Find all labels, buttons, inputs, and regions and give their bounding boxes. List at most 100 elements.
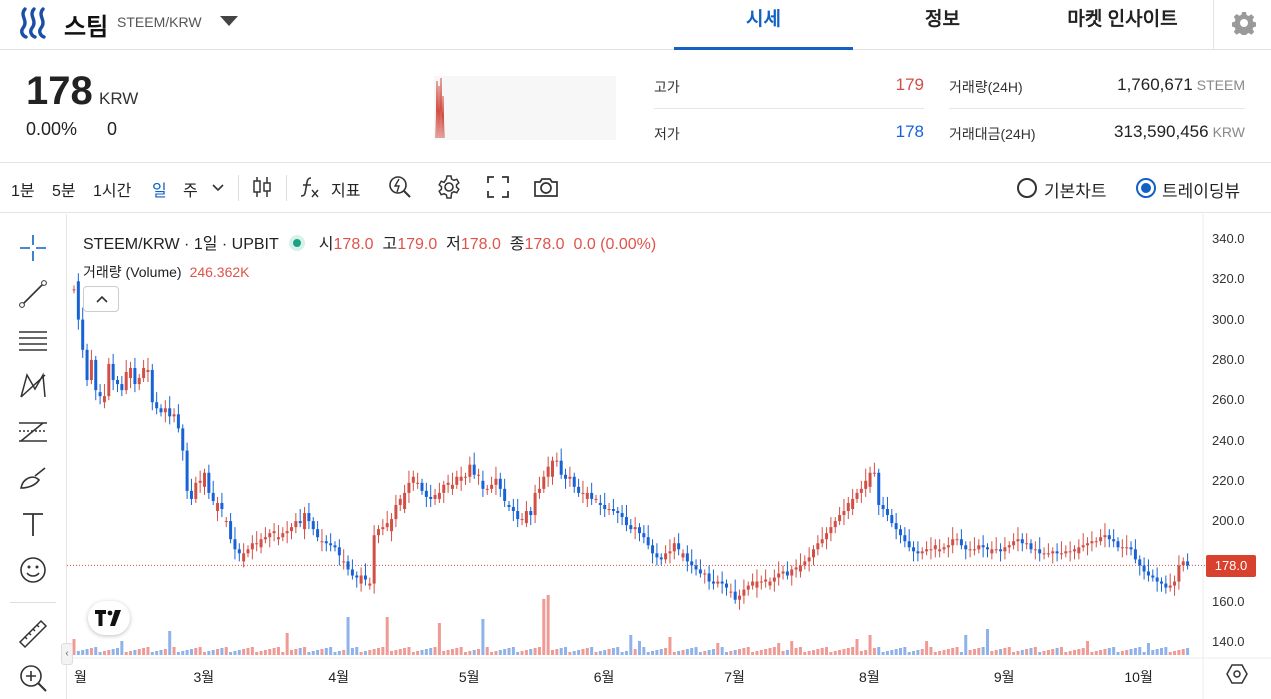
indicator-fx-icon[interactable] (297, 174, 323, 200)
interval-week[interactable]: 주 (183, 183, 198, 200)
auto-scale-settings-icon[interactable] (1226, 663, 1248, 685)
candle-body (577, 486, 581, 493)
candle-body (772, 577, 776, 582)
legend-collapse-button[interactable] (83, 286, 119, 312)
price-tick-label: 220.0 (1212, 472, 1245, 488)
candle-body (629, 525, 633, 530)
indicator-label[interactable]: 지표 (331, 183, 361, 200)
candle-body (1186, 561, 1190, 566)
trading-chart[interactable]: STEEM/KRW · 1일 · UPBIT 시178.0 고179.0 저178… (61, 214, 1271, 699)
change-percent: 0.00% (26, 119, 78, 139)
volume-bar (733, 650, 737, 655)
volume-bar (1068, 651, 1072, 655)
volume-legend-value: 246.362K (189, 264, 250, 280)
volume-bar (929, 647, 933, 655)
candle-body (716, 581, 720, 584)
basic-chart-radio[interactable] (1017, 178, 1037, 198)
price-tick-label: 160.0 (1212, 593, 1245, 609)
candle-body (598, 502, 602, 505)
pair-label[interactable]: STEEM/KRW (117, 14, 202, 30)
ruler-icon[interactable] (17, 618, 49, 650)
candle-body (1173, 581, 1177, 586)
candle-body (742, 589, 746, 596)
volume-bar (150, 652, 154, 655)
volume-bar (220, 648, 224, 655)
volume-bar (838, 650, 842, 655)
volume-bar (537, 647, 541, 655)
volume-bar (498, 650, 502, 655)
interval-5m[interactable]: 5분 (52, 183, 76, 200)
volume-bar (307, 652, 311, 655)
tradingview-logo[interactable] (88, 601, 130, 635)
interval-1h[interactable]: 1시간 (93, 183, 132, 200)
price-tick-label: 340.0 (1212, 231, 1245, 246)
volume-bar (1112, 647, 1116, 655)
candle-body (381, 527, 385, 530)
candle-body (1042, 553, 1046, 555)
volume-bar (685, 649, 689, 655)
tradingview-radio[interactable] (1136, 178, 1156, 198)
candle-type-icon[interactable] (249, 174, 275, 200)
volume-bar (894, 649, 898, 655)
interval-1m[interactable]: 1분 (11, 183, 35, 200)
volume-bar (725, 652, 728, 655)
alert-search-icon[interactable] (387, 174, 413, 200)
candle-body (1051, 551, 1055, 554)
volume-bar (1094, 651, 1098, 655)
candle-body (646, 537, 650, 546)
crosshair-icon[interactable] (17, 232, 49, 264)
candle-body (890, 515, 894, 524)
candle-body (424, 490, 428, 497)
pattern-tool-icon[interactable] (17, 369, 49, 401)
volume-bar (859, 651, 863, 655)
candle-body (316, 529, 320, 538)
candle-body (429, 496, 433, 499)
chart-settings-gear-icon[interactable] (436, 174, 462, 200)
interval-day[interactable]: 일 (152, 183, 167, 200)
volume-bar (294, 649, 298, 655)
interval-more-chevron-icon[interactable] (211, 180, 225, 194)
tab-info[interactable]: 정보 (925, 9, 960, 30)
candle-body (342, 561, 346, 563)
volume-bar (999, 649, 1003, 655)
volume-bar (899, 648, 902, 655)
candle-body (450, 484, 454, 489)
volume-bar (1168, 652, 1172, 655)
candle-body (968, 549, 972, 551)
settings-button[interactable] (1213, 0, 1271, 50)
pair-dropdown-caret-icon[interactable] (220, 16, 238, 26)
candle-body (394, 504, 398, 520)
tradingview-label[interactable]: 트레이딩뷰 (1162, 182, 1241, 201)
horizontal-lines-icon[interactable] (17, 324, 49, 356)
scroll-left-handle[interactable]: ‹ (61, 643, 73, 665)
candle-body (920, 551, 924, 554)
tab-market-price[interactable]: 시세 (674, 0, 853, 50)
screenshot-camera-icon[interactable] (532, 174, 560, 200)
volume-bar (772, 647, 776, 655)
candle-body (607, 509, 611, 511)
candle-body (211, 492, 215, 501)
emoji-icon[interactable] (17, 554, 49, 586)
candle-body (237, 549, 241, 554)
candle-body (999, 549, 1003, 552)
volume-bar (716, 643, 720, 655)
candle-body (620, 513, 624, 518)
tab-market-insight[interactable]: 마켓 인사이트 (1067, 9, 1178, 30)
fullscreen-icon[interactable] (485, 174, 511, 200)
volume-bar (690, 648, 694, 655)
candle-body (594, 498, 598, 500)
time-tick-label: 9월 (993, 669, 1015, 685)
volume-bar (377, 648, 380, 655)
basic-chart-label[interactable]: 기본차트 (1044, 182, 1107, 201)
brush-icon[interactable] (17, 462, 49, 494)
candle-body (102, 396, 106, 403)
text-tool-icon[interactable] (17, 508, 49, 540)
volume-bar (363, 651, 367, 655)
fibonacci-icon[interactable] (17, 415, 49, 447)
zoom-in-icon[interactable] (17, 662, 49, 694)
candle-body (790, 569, 794, 576)
candlestick-chart-canvas[interactable] (67, 214, 1271, 699)
trend-line-icon[interactable] (17, 278, 49, 310)
volume-bar (224, 647, 228, 655)
volume-bar (720, 647, 724, 655)
